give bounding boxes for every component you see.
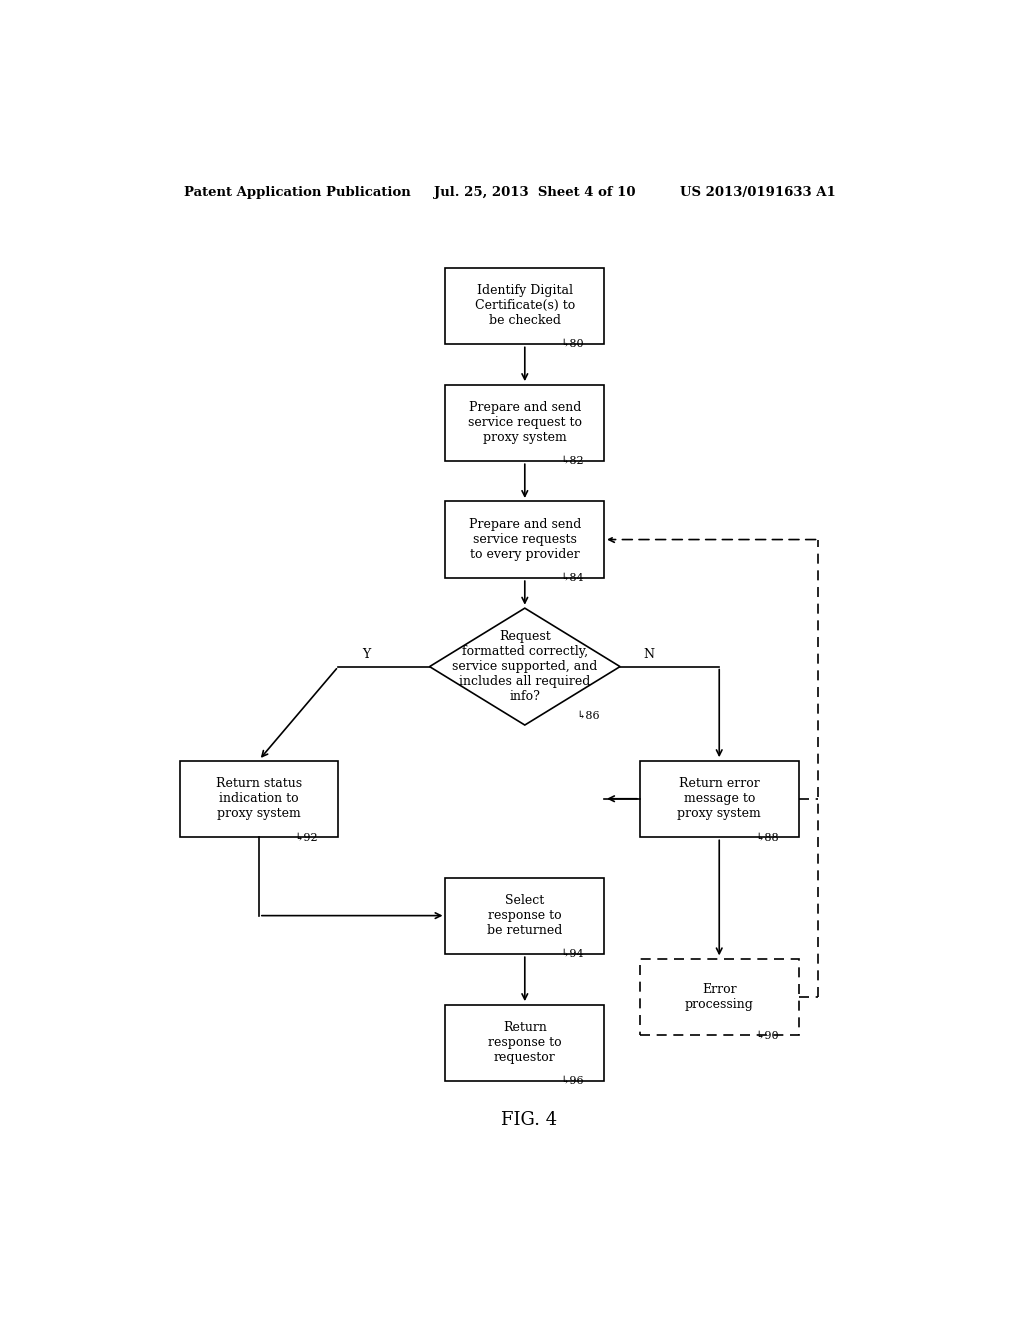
Text: Patent Application Publication: Patent Application Publication	[183, 186, 411, 199]
Text: ↳88: ↳88	[755, 833, 778, 843]
Text: Y: Y	[362, 648, 371, 661]
Bar	[445, 878, 604, 954]
Bar	[179, 760, 338, 837]
Bar	[445, 268, 604, 345]
Text: Identify Digital
Certificate(s) to
be checked: Identify Digital Certificate(s) to be ch…	[475, 284, 574, 327]
Text: FIG. 4: FIG. 4	[501, 1111, 557, 1129]
Text: Return error
message to
proxy system: Return error message to proxy system	[677, 777, 761, 820]
Text: Return
response to
requestor: Return response to requestor	[488, 1022, 561, 1064]
Text: Prepare and send
service requests
to every provider: Prepare and send service requests to eve…	[469, 517, 581, 561]
Text: ↳84: ↳84	[560, 573, 584, 583]
Text: Request
formatted correctly,
service supported, and
includes all required
info?: Request formatted correctly, service sup…	[453, 630, 597, 704]
Polygon shape	[430, 609, 620, 725]
Bar	[445, 1005, 604, 1081]
Bar	[640, 760, 799, 837]
Bar	[445, 384, 604, 461]
Text: Prepare and send
service request to
proxy system: Prepare and send service request to prox…	[468, 401, 582, 444]
Text: ↳92: ↳92	[295, 833, 318, 843]
Text: ↳96: ↳96	[560, 1076, 584, 1086]
Text: Select
response to
be returned: Select response to be returned	[487, 894, 562, 937]
Text: ↳82: ↳82	[560, 457, 584, 466]
Text: Jul. 25, 2013  Sheet 4 of 10: Jul. 25, 2013 Sheet 4 of 10	[433, 186, 635, 199]
Text: Return status
indication to
proxy system: Return status indication to proxy system	[216, 777, 302, 820]
Text: N: N	[644, 648, 654, 661]
Bar	[640, 958, 799, 1035]
Text: Error
processing: Error processing	[685, 983, 754, 1011]
Text: ↳94: ↳94	[560, 949, 584, 960]
Text: ↳90: ↳90	[755, 1031, 778, 1040]
Text: ↳86: ↳86	[577, 711, 600, 722]
Text: US 2013/0191633 A1: US 2013/0191633 A1	[680, 186, 836, 199]
Bar	[445, 502, 604, 578]
Text: ↳80: ↳80	[560, 339, 584, 350]
